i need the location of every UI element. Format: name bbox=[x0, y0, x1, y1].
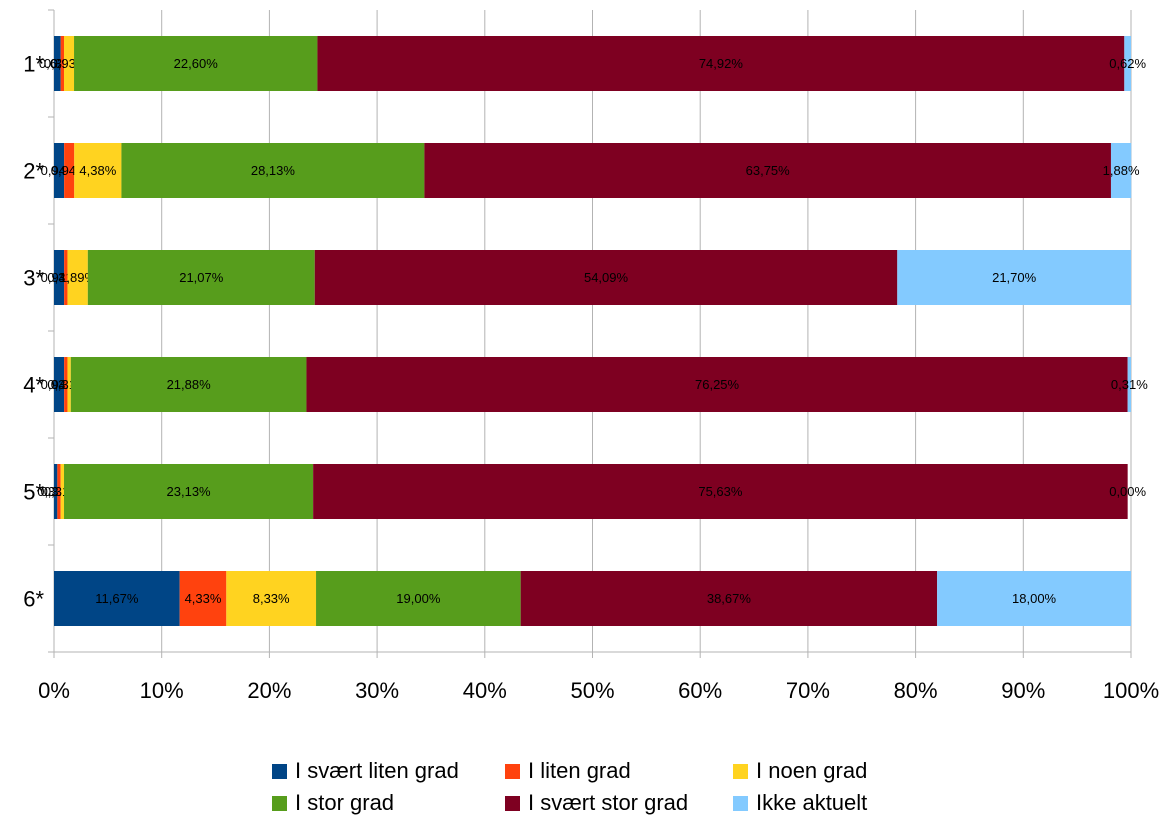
bar-segment-0 bbox=[54, 143, 65, 198]
bar-data-label: 28,13% bbox=[251, 163, 296, 178]
bar-segment-5 bbox=[937, 571, 1131, 626]
x-tick-label: 10% bbox=[140, 678, 184, 703]
bar-data-label: 11,67% bbox=[95, 591, 139, 606]
legend-label-5: Ikke aktuelt bbox=[756, 790, 868, 815]
legend-label-2: I noen grad bbox=[756, 758, 868, 783]
category-label: 4* bbox=[23, 373, 44, 398]
bar-segment-2 bbox=[64, 36, 75, 91]
bar-segment-0 bbox=[54, 571, 180, 626]
legend-swatch-1 bbox=[505, 763, 520, 779]
x-tick-label: 0% bbox=[38, 678, 70, 703]
bar-data-label: 21,88% bbox=[167, 377, 212, 392]
legend-swatch-0 bbox=[272, 763, 287, 779]
legend: I svært liten grad I liten grad I noen g… bbox=[272, 758, 972, 824]
bar-segment-1 bbox=[64, 357, 68, 412]
bar-segment-3 bbox=[70, 357, 307, 412]
bar-data-label: 76,25% bbox=[695, 377, 740, 392]
category-label: 5* bbox=[23, 480, 44, 505]
legend-item-0: I svært liten grad bbox=[272, 758, 459, 784]
bar-segment-0 bbox=[54, 250, 65, 305]
bar-segment-5 bbox=[1127, 357, 1131, 412]
bar-segment-1 bbox=[64, 250, 68, 305]
legend-swatch-2 bbox=[733, 763, 748, 779]
bar-segment-5 bbox=[1124, 36, 1131, 91]
bar-segment-3 bbox=[316, 571, 521, 626]
x-tick-label: 60% bbox=[678, 678, 722, 703]
x-tick-label: 80% bbox=[894, 678, 938, 703]
bar-data-label: 0,00% bbox=[1109, 484, 1146, 499]
bar-segment-5 bbox=[1110, 143, 1132, 198]
category-label: 3* bbox=[23, 266, 44, 291]
bar-segment-3 bbox=[74, 36, 318, 91]
bar-data-label: 38,67% bbox=[707, 591, 752, 606]
legend-item-2: I noen grad bbox=[733, 758, 867, 784]
legend-label-4: I svært stor grad bbox=[528, 790, 689, 815]
legend-item-5: Ikke aktuelt bbox=[733, 790, 867, 816]
legend-swatch-4 bbox=[505, 795, 520, 811]
bar-data-label: 21,07% bbox=[179, 270, 224, 285]
bar-data-label: 22,60% bbox=[174, 56, 219, 71]
bar-segment-4 bbox=[314, 250, 898, 305]
x-tick-label: 30% bbox=[355, 678, 399, 703]
bar-data-label: 63,75% bbox=[746, 163, 791, 178]
bar-data-label: 1,88% bbox=[1103, 163, 1140, 178]
category-label: 1* bbox=[23, 52, 44, 77]
bar-data-label: 19,00% bbox=[396, 591, 441, 606]
bar-data-label: 8,33% bbox=[253, 591, 290, 606]
bar-data-label: 4,33% bbox=[185, 591, 222, 606]
bar-segment-0 bbox=[54, 36, 61, 91]
bar-segment-1 bbox=[64, 143, 75, 198]
bar-data-label: 4,38% bbox=[79, 163, 116, 178]
bar-segment-5 bbox=[897, 250, 1131, 305]
bar-data-label: 1,89% bbox=[59, 270, 96, 285]
bar-segment-2 bbox=[60, 464, 65, 519]
legend-label-3: I stor grad bbox=[295, 790, 395, 815]
x-tick-label: 90% bbox=[1001, 678, 1045, 703]
bar-data-label: 74,92% bbox=[699, 56, 744, 71]
bar-data-label: 21,70% bbox=[992, 270, 1037, 285]
bar-data-label: 75,63% bbox=[698, 484, 743, 499]
bar-segment-3 bbox=[121, 143, 425, 198]
x-tick-label: 100% bbox=[1103, 678, 1159, 703]
bar-data-label: 23,13% bbox=[167, 484, 212, 499]
bar-segment-4 bbox=[424, 143, 1111, 198]
bar-segment-4 bbox=[317, 36, 1125, 91]
bar-segment-4 bbox=[520, 571, 938, 626]
bar-data-label: 0,31% bbox=[1111, 377, 1148, 392]
legend-label-0: I svært liten grad bbox=[295, 758, 459, 783]
x-tick-label: 20% bbox=[247, 678, 291, 703]
bar-segment-3 bbox=[64, 464, 314, 519]
legend-swatch-5 bbox=[733, 795, 748, 811]
bar-segment-3 bbox=[87, 250, 315, 305]
bar-segment-2 bbox=[67, 357, 71, 412]
bar-segment-2 bbox=[226, 571, 317, 626]
legend-item-3: I stor grad bbox=[272, 790, 394, 816]
category-label: 6* bbox=[23, 587, 44, 612]
bar-segment-2 bbox=[67, 250, 88, 305]
legend-label-1: I liten grad bbox=[528, 758, 631, 783]
bar-segment-4 bbox=[313, 464, 1128, 519]
x-tick-label: 50% bbox=[570, 678, 614, 703]
category-label: 2* bbox=[23, 159, 44, 184]
bar-segment-1 bbox=[60, 36, 65, 91]
bar-data-label: 54,09% bbox=[584, 270, 629, 285]
bar-segment-2 bbox=[74, 143, 122, 198]
bar-data-label: 0,62% bbox=[1109, 56, 1146, 71]
x-tick-label: 70% bbox=[786, 678, 830, 703]
bar-segment-4 bbox=[306, 357, 1128, 412]
bar-segment-0 bbox=[54, 357, 65, 412]
legend-item-4: I svært stor grad bbox=[505, 790, 688, 816]
legend-item-1: I liten grad bbox=[505, 758, 631, 784]
bar-segment-0 bbox=[54, 464, 58, 519]
legend-swatch-3 bbox=[272, 795, 287, 811]
x-tick-label: 40% bbox=[463, 678, 507, 703]
bar-segment-1 bbox=[179, 571, 227, 626]
bar-segment-1 bbox=[57, 464, 61, 519]
bar-data-label: 18,00% bbox=[1012, 591, 1057, 606]
